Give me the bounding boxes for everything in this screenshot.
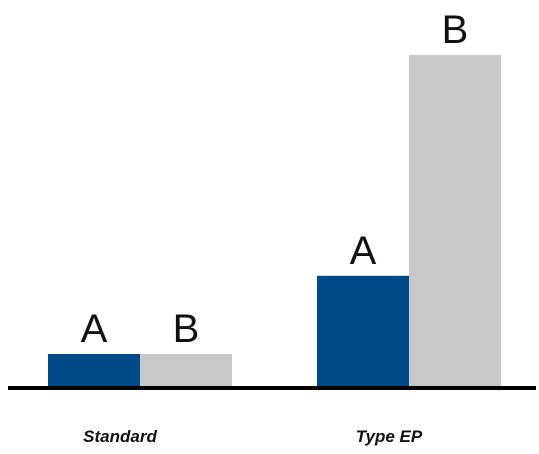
category-label-type-ep: Type EP bbox=[356, 427, 423, 446]
bar-label-a-type-ep: A bbox=[350, 229, 377, 273]
bar-label-b-type-ep: B bbox=[442, 8, 469, 52]
category-label-standard: Standard bbox=[83, 427, 157, 446]
bar-labels-group: A B A B bbox=[81, 8, 469, 351]
bar-label-b-standard: B bbox=[173, 307, 200, 351]
bar-b-standard bbox=[140, 354, 232, 388]
bar-label-a-standard: A bbox=[81, 307, 108, 351]
bar-b-type-ep bbox=[409, 54, 501, 389]
bars-group bbox=[48, 54, 501, 389]
bar-a-standard bbox=[48, 354, 140, 388]
category-labels-group: Standard Type EP bbox=[83, 427, 423, 446]
bar-a-type-ep bbox=[317, 275, 409, 388]
